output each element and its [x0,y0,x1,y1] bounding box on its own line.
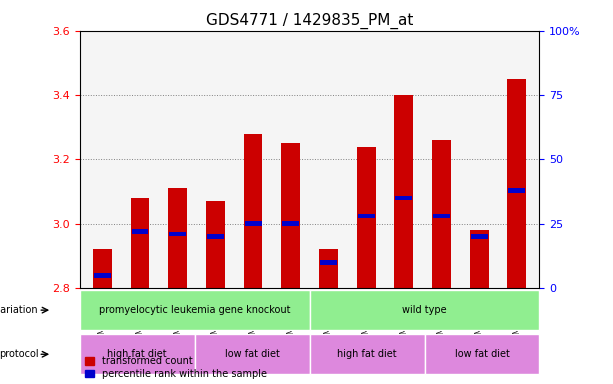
Title: GDS4771 / 1429835_PM_at: GDS4771 / 1429835_PM_at [206,13,413,29]
Bar [433,214,450,218]
Bar [243,134,262,288]
Text: genotype/variation: genotype/variation [0,305,38,315]
Bar [93,250,112,288]
FancyBboxPatch shape [310,290,539,330]
Bar [132,229,148,234]
Bar [207,234,224,239]
Legend: transformed count, percentile rank within the sample: transformed count, percentile rank withi… [85,356,267,379]
Bar [471,234,487,239]
Bar [470,230,489,288]
Text: low fat diet: low fat diet [454,349,509,359]
Text: promyelocytic leukemia gene knockout: promyelocytic leukemia gene knockout [99,305,291,315]
Bar [432,140,451,288]
Bar [319,250,338,288]
Bar [320,260,337,265]
Bar [169,232,186,237]
Text: high fat diet: high fat diet [337,349,397,359]
Bar [281,143,300,288]
Bar [168,189,187,288]
Text: wild type: wild type [402,305,447,315]
Bar [394,95,413,288]
Bar [357,147,376,288]
Bar [94,273,111,278]
FancyBboxPatch shape [310,334,425,374]
Bar [282,221,299,226]
Bar [245,221,262,226]
Bar [395,195,413,200]
Bar [131,198,150,288]
Text: low fat diet: low fat diet [224,349,280,359]
Bar [206,201,225,288]
FancyBboxPatch shape [195,334,310,374]
FancyBboxPatch shape [425,334,539,374]
Bar [357,214,375,218]
FancyBboxPatch shape [80,290,310,330]
FancyBboxPatch shape [80,334,195,374]
Text: high fat diet: high fat diet [107,349,167,359]
Bar [508,188,525,193]
Bar [508,79,526,288]
Text: protocol: protocol [0,349,38,359]
